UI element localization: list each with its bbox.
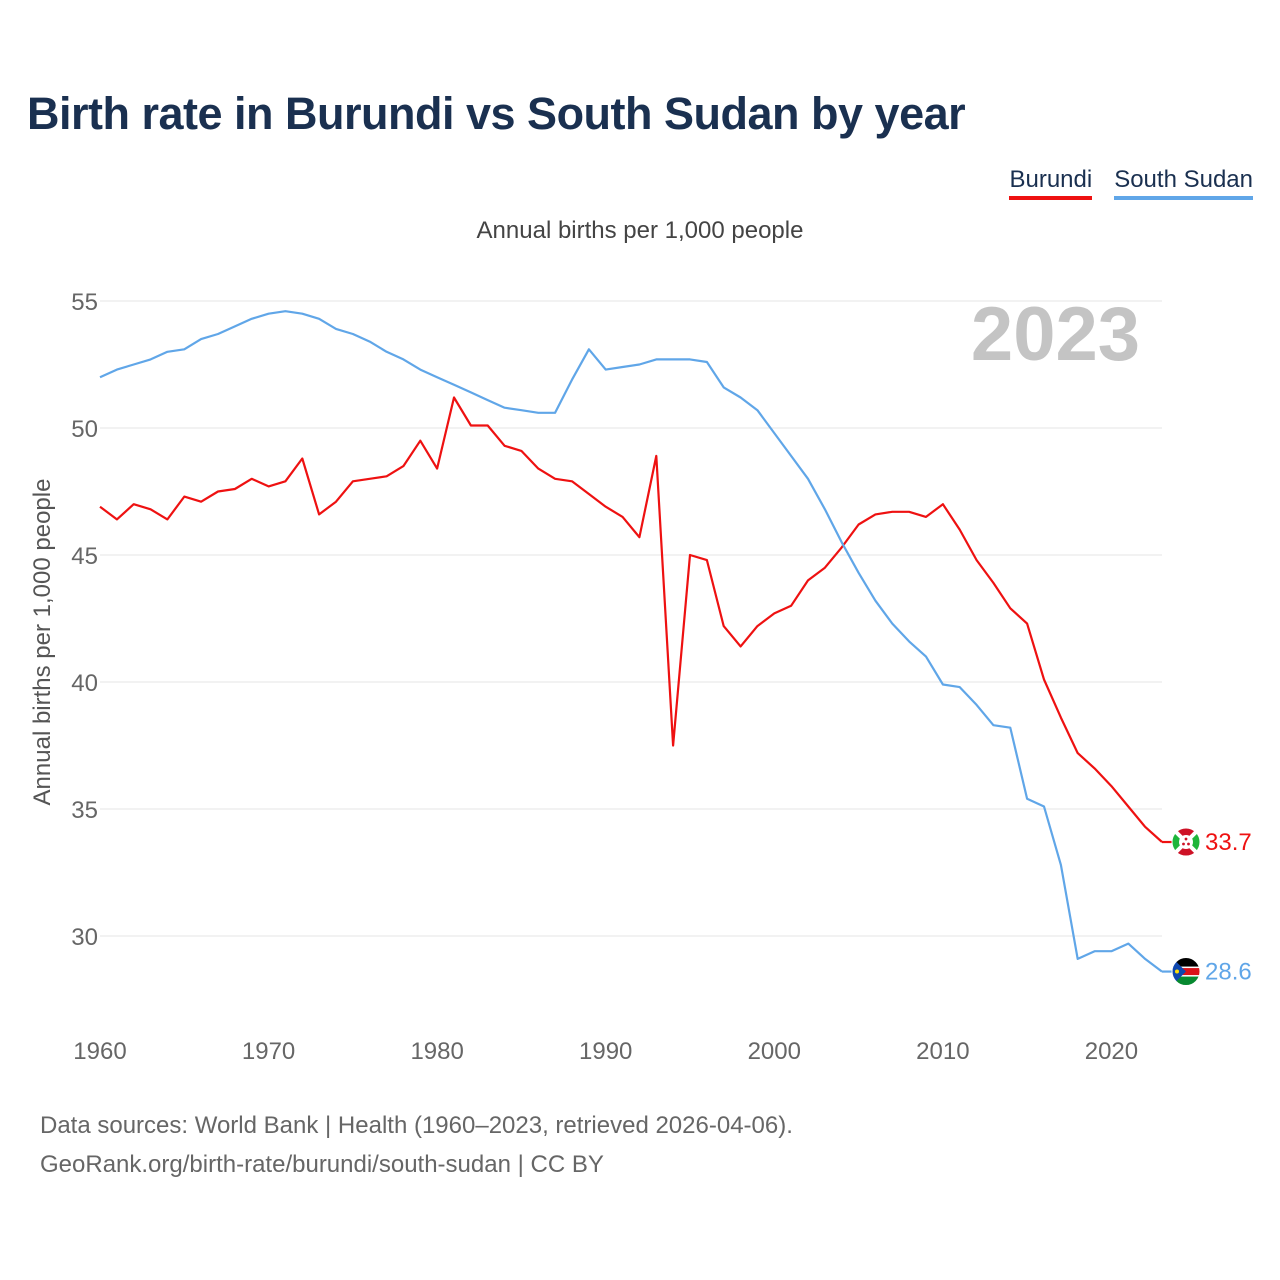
series-line-south-sudan — [99, 310, 1163, 973]
source-note: Data sources: World Bank | Health (1960–… — [40, 1106, 793, 1184]
x-tick-label: 2020 — [1085, 1038, 1138, 1065]
series-end-markers: 33.7 28.6 — [1162, 827, 1252, 987]
chart-subtitle: Annual births per 1,000 people — [476, 217, 804, 244]
line-chart: 30 35 40 45 50 55 1960 1970 1980 1990 2000 2010 202… — [29, 289, 1252, 1065]
y-tick-label: 35 — [71, 797, 98, 824]
flag-icon-south-sudan — [1171, 957, 1201, 987]
source-line-1: Data sources: World Bank | Health (1960–… — [40, 1112, 793, 1139]
legend-item-burundi[interactable]: Burundi — [1009, 166, 1093, 200]
y-tick-label: 40 — [71, 670, 98, 697]
x-tick-label: 1970 — [242, 1038, 295, 1065]
gridlines — [100, 300, 1162, 937]
x-tick-label: 1980 — [410, 1038, 463, 1065]
legend-item-south-sudan[interactable]: South Sudan — [1114, 166, 1253, 200]
y-tick-label: 50 — [71, 416, 98, 443]
year-watermark: 2023 — [971, 292, 1140, 377]
series-end-label-burundi: 33.7 — [1205, 829, 1252, 856]
y-tick-label: 45 — [71, 543, 98, 570]
source-line-2: GeoRank.org/birth-rate/burundi/south-sud… — [40, 1151, 604, 1178]
x-axis-ticks: 1960 1970 1980 1990 2000 2010 2020 — [73, 1038, 1138, 1065]
series-end-label-south-sudan: 28.6 — [1205, 959, 1252, 986]
legend: Burundi South Sudan — [1009, 166, 1253, 200]
y-axis-ticks: 30 35 40 45 50 55 — [71, 289, 98, 951]
x-tick-label: 2010 — [916, 1038, 969, 1065]
x-tick-label: 1990 — [579, 1038, 632, 1065]
series-lines — [99, 310, 1163, 973]
chart-title: Birth rate in Burundi vs South Sudan by … — [27, 88, 966, 139]
flag-icon-burundi — [1171, 827, 1201, 857]
y-tick-label: 30 — [71, 924, 98, 951]
y-tick-label: 55 — [71, 289, 98, 316]
series-line-burundi — [99, 396, 1163, 843]
y-axis-label: Annual births per 1,000 people — [29, 479, 56, 806]
x-tick-label: 2000 — [748, 1038, 801, 1065]
x-tick-label: 1960 — [73, 1038, 126, 1065]
